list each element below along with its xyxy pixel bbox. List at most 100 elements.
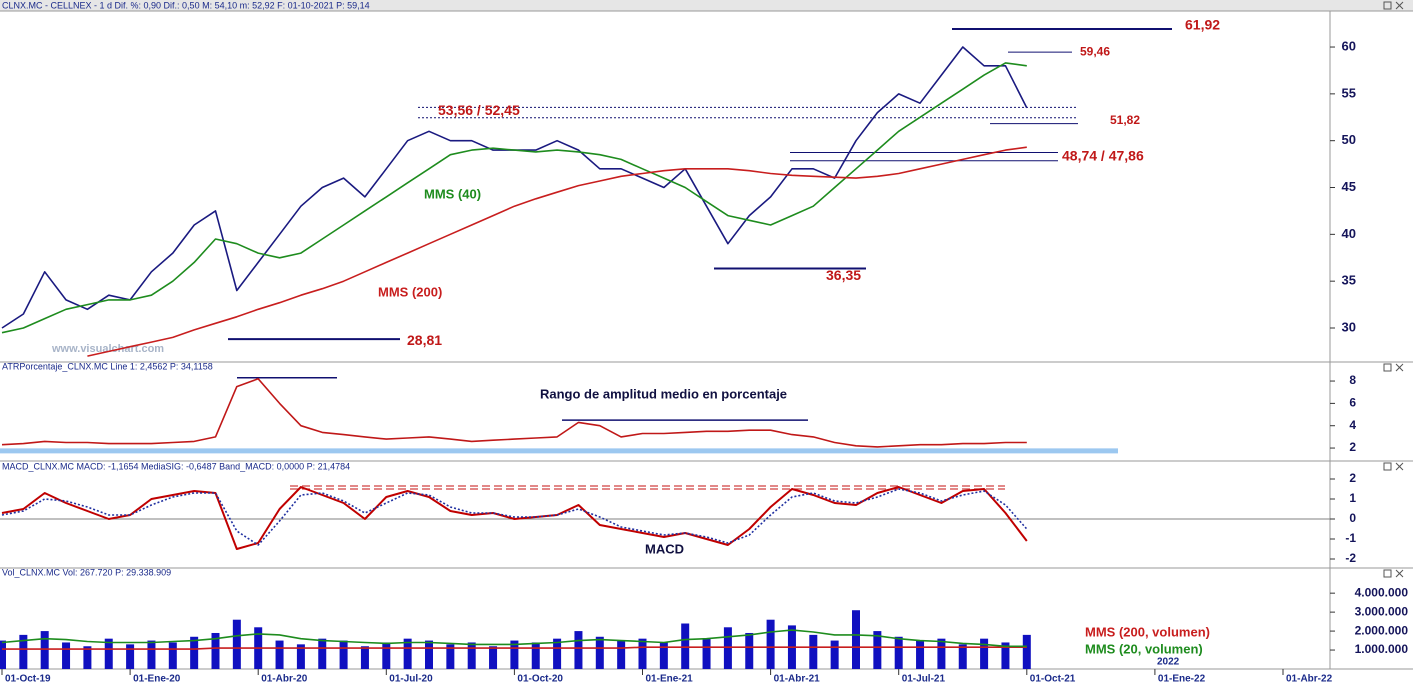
close-icon[interactable] bbox=[1395, 462, 1404, 471]
x-tick-label: 01-Ene-22 bbox=[1158, 674, 1206, 685]
top-bar bbox=[0, 0, 1413, 11]
series-line bbox=[1, 378, 1027, 448]
series-line bbox=[87, 146, 1027, 357]
level-label: 28,81 bbox=[407, 332, 442, 348]
y-tick-label: -1 bbox=[1345, 531, 1356, 545]
close-icon[interactable] bbox=[1395, 569, 1404, 578]
volume-bar bbox=[1022, 634, 1031, 669]
x-tick-label: 01-Jul-21 bbox=[902, 674, 946, 685]
y-tick-label: 45 bbox=[1342, 179, 1356, 194]
volume-bar bbox=[830, 640, 839, 669]
volume-bar bbox=[126, 644, 135, 669]
volume-bar bbox=[702, 638, 711, 669]
y-tick-label: 3.000.000 bbox=[1355, 604, 1409, 618]
watermark: www.visualchart.com bbox=[51, 343, 164, 355]
volume-bar bbox=[553, 638, 562, 669]
volume-bar bbox=[980, 638, 989, 669]
volume-bar bbox=[809, 634, 818, 669]
volume-bar bbox=[339, 640, 348, 669]
maximize-icon[interactable] bbox=[1383, 569, 1392, 578]
series-line bbox=[1, 46, 1028, 329]
y-tick-label: 50 bbox=[1342, 132, 1356, 147]
volume-bar bbox=[232, 619, 241, 669]
maximize-icon[interactable] bbox=[1383, 462, 1392, 471]
series-label: MMS (20, volumen) bbox=[1085, 641, 1203, 656]
volume-bar bbox=[1001, 642, 1010, 669]
level-label: 53,56 / 52,45 bbox=[438, 102, 520, 118]
y-tick-label: 35 bbox=[1342, 273, 1356, 288]
volume-bar bbox=[318, 638, 327, 669]
y-tick-label: 40 bbox=[1342, 226, 1356, 241]
maximize-icon[interactable] bbox=[1383, 1, 1392, 10]
volume-bar bbox=[617, 640, 626, 669]
volume-bar bbox=[104, 638, 113, 669]
y-tick-label: 30 bbox=[1342, 319, 1356, 334]
close-icon[interactable] bbox=[1395, 1, 1404, 10]
volume-bar bbox=[296, 644, 305, 669]
volume-bar bbox=[531, 642, 540, 669]
volume-bar bbox=[83, 646, 92, 669]
x-tick-label: 01-Jul-20 bbox=[389, 674, 433, 685]
maximize-icon[interactable] bbox=[1383, 363, 1392, 372]
y-tick-label: 4.000.000 bbox=[1355, 585, 1409, 599]
series-line bbox=[1, 486, 1028, 550]
volume-bar bbox=[595, 636, 604, 669]
y-tick-label: 0 bbox=[1349, 511, 1356, 525]
volume-bar bbox=[425, 640, 433, 669]
x-tick-label: 01-Ene-20 bbox=[133, 674, 181, 685]
volume-bar bbox=[873, 631, 882, 669]
level-label: 51,82 bbox=[1110, 113, 1140, 127]
volume-bar bbox=[659, 642, 668, 669]
y-tick-label: 2 bbox=[1349, 471, 1356, 485]
volume-bar bbox=[190, 636, 199, 669]
volume-bar bbox=[19, 634, 28, 669]
y-tick-label: 6 bbox=[1349, 396, 1356, 410]
annotation: MACD bbox=[645, 541, 684, 556]
series-line bbox=[1, 629, 1027, 648]
x-tick-label: 01-Oct-21 bbox=[1030, 674, 1076, 685]
volume-bar bbox=[403, 638, 412, 669]
volume-bar bbox=[638, 638, 647, 669]
chart-header: CLNX.MC - CELLNEX - 1 d Dif. %: 0,90 Dif… bbox=[2, 0, 370, 10]
x-tick-label: 01-Oct-20 bbox=[517, 674, 563, 685]
volume-bar bbox=[62, 642, 71, 669]
volume-bar bbox=[510, 640, 519, 669]
volume-bar bbox=[766, 619, 775, 669]
x-tick-label: 01-Ene-21 bbox=[646, 674, 694, 685]
series-line bbox=[1, 488, 1028, 546]
volume-bar bbox=[446, 644, 455, 669]
y-tick-label: -2 bbox=[1345, 551, 1356, 565]
volume-bar bbox=[275, 640, 284, 669]
volume-bar bbox=[894, 636, 903, 669]
level-label: 48,74 / 47,86 bbox=[1062, 147, 1144, 163]
level-label: 61,92 bbox=[1185, 17, 1220, 33]
y-tick-label: 4 bbox=[1349, 418, 1356, 432]
panel-header: MACD_CLNX.MC MACD: -1,1654 MediaSIG: -0,… bbox=[2, 461, 350, 471]
y-tick-label: 8 bbox=[1349, 373, 1356, 387]
volume-bar bbox=[958, 644, 967, 669]
year-label: 2022 bbox=[1157, 657, 1180, 668]
y-tick-label: 1 bbox=[1349, 491, 1356, 505]
volume-bar bbox=[574, 631, 583, 669]
volume-bar bbox=[0, 640, 6, 669]
close-icon[interactable] bbox=[1395, 363, 1404, 372]
level-label: 36,35 bbox=[826, 267, 861, 283]
volume-bar bbox=[147, 640, 156, 669]
volume-bar bbox=[467, 642, 476, 669]
volume-bar bbox=[40, 631, 49, 669]
series-label: MMS (200, volumen) bbox=[1085, 624, 1210, 639]
x-tick-label: 01-Abr-21 bbox=[774, 674, 821, 685]
series-line bbox=[2, 646, 1027, 650]
series-label: MMS (200) bbox=[378, 284, 442, 299]
panel-header: Vol_CLNX.MC Vol: 267.720 P: 29.338.909 bbox=[2, 567, 171, 577]
volume-bar bbox=[681, 623, 690, 669]
y-tick-label: 1.000.000 bbox=[1355, 642, 1409, 656]
volume-bar bbox=[937, 638, 946, 669]
volume-bar bbox=[168, 642, 177, 669]
annotation: Rango de amplitud medio en porcentaje bbox=[540, 386, 787, 401]
volume-bar bbox=[382, 642, 391, 669]
y-tick-label: 2 bbox=[1349, 440, 1356, 454]
y-tick-label: 2.000.000 bbox=[1355, 623, 1409, 637]
y-tick-label: 60 bbox=[1342, 38, 1356, 53]
